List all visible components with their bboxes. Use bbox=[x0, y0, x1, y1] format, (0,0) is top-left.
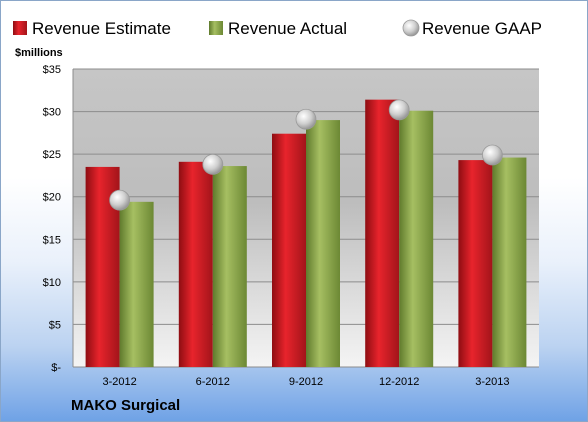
company-name: MAKO Surgical bbox=[71, 397, 181, 414]
y-tick-label: $35 bbox=[43, 64, 61, 76]
unit-label: $millions bbox=[15, 47, 63, 59]
x-tick-label: 6-2012 bbox=[196, 376, 230, 388]
bar-actual bbox=[492, 157, 527, 367]
legend-swatch bbox=[209, 21, 223, 35]
x-tick-label: 3-2012 bbox=[102, 376, 136, 388]
y-tick-label: $- bbox=[51, 362, 61, 374]
y-tick-label: $25 bbox=[43, 149, 61, 161]
bar-actual bbox=[212, 166, 247, 367]
x-tick-label: 9-2012 bbox=[289, 376, 323, 388]
legend-swatch bbox=[402, 19, 420, 37]
y-tick-label: $15 bbox=[43, 234, 61, 246]
gaap-marker bbox=[109, 189, 130, 211]
bar-estimate bbox=[272, 133, 306, 367]
bar-actual bbox=[119, 201, 154, 367]
bar-actual bbox=[399, 110, 434, 367]
bar-estimate bbox=[365, 99, 400, 367]
bar-estimate bbox=[178, 161, 213, 367]
x-tick-label: 12-2012 bbox=[379, 376, 419, 388]
x-tick-label: 3-2013 bbox=[475, 376, 509, 388]
legend: Revenue Estimate Revenue Actual Revenue GA… bbox=[13, 19, 542, 38]
legend-swatch bbox=[13, 21, 27, 35]
y-tick-label: $5 bbox=[49, 319, 61, 331]
legend-label: Revenue Actual bbox=[228, 19, 347, 38]
bar-actual bbox=[306, 120, 340, 367]
gaap-markers bbox=[109, 99, 503, 211]
gaap-marker bbox=[388, 99, 410, 121]
bars bbox=[85, 99, 527, 367]
gaap-marker bbox=[202, 153, 224, 175]
gaap-marker bbox=[295, 108, 317, 130]
bar-estimate bbox=[458, 160, 493, 367]
tick-labels: $- $5 $10 $15 $20 $25 $30 $35 3-2012 6-2012 9-2012… bbox=[43, 64, 510, 388]
y-tick-label: $20 bbox=[43, 192, 61, 204]
gaap-marker bbox=[481, 144, 503, 166]
legend-label: Revenue Estimate bbox=[32, 19, 171, 38]
legend-label: Revenue GAAP bbox=[422, 19, 542, 38]
y-tick-label: $30 bbox=[43, 107, 61, 119]
y-tick-label: $10 bbox=[43, 277, 61, 289]
